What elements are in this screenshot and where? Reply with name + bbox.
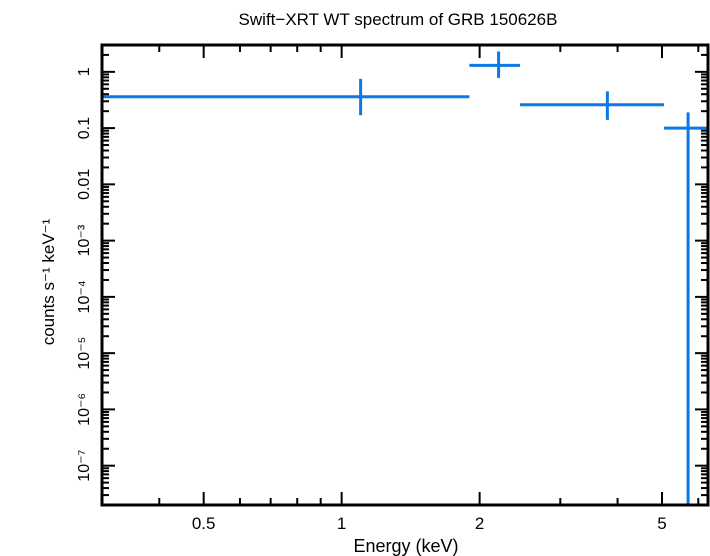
x-tick-label: 5 [657,514,666,533]
y-tick-label: 10⁻³ [76,224,93,256]
plot-frame [100,43,710,507]
y-tick-label: 10⁻⁴ [76,280,93,313]
plot-area: 0.5 1 2 5 1 0.1 0.01 10⁻³ 10⁻⁴ 10⁻⁵ 10⁻⁶ 10⁻⁷ [76,44,708,533]
chart-title: Swift−XRT WT spectrum of GRB 150626B [239,10,558,29]
x-tick-label: 1 [337,514,346,533]
y-tick-label: 10⁻⁶ [76,393,93,426]
y-tick-label: 10⁻⁵ [76,337,93,370]
y-tick-label: 0.1 [76,117,93,139]
x-tick-label: 0.5 [192,514,216,533]
y-tick-label: 10⁻⁷ [76,449,93,481]
x-axis-label: Energy (keV) [353,536,458,556]
y-tick-label: 0.01 [76,169,93,200]
x-tick-label: 2 [475,514,484,533]
y-tick-label: 1 [76,67,93,76]
y-axis-label: counts s⁻¹ keV⁻¹ [39,218,58,345]
